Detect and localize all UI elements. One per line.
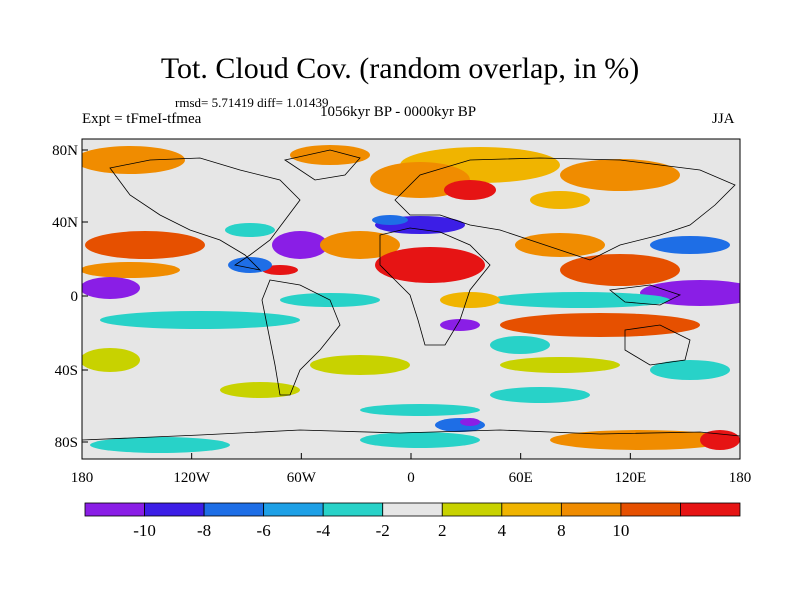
colorbar-label: -8	[197, 521, 211, 540]
colorbar-swatch	[144, 502, 205, 517]
africa-outline	[379, 227, 491, 346]
greenland-outline	[283, 149, 361, 181]
map-field	[82, 139, 740, 459]
lat-tick-label: 40S	[55, 363, 78, 379]
eurasia-outline	[394, 157, 736, 261]
colorbar-swatch	[560, 502, 622, 517]
colorbar: -10 -8 -6 -4 -2 2 4 8 10	[84, 502, 741, 540]
lon-tick-label: 60E	[509, 470, 533, 486]
lon-tick-label: 180	[729, 470, 752, 486]
lon-tick-label: 0	[407, 470, 415, 486]
colorbar-swatch	[203, 502, 265, 517]
colorbar-swatch	[382, 502, 443, 517]
colorbar-label: -4	[316, 521, 331, 540]
maritime-continent-outline	[609, 284, 682, 306]
antarctica-outline	[82, 429, 740, 441]
lon-tick-label: 180	[71, 470, 94, 486]
period-label: 1056kyr BP - 0000kyr BP	[320, 104, 477, 120]
colorbar-swatch	[263, 502, 324, 517]
experiment-label: Expt = tFmeI-tfmea	[82, 111, 202, 127]
colorbar-label: 4	[498, 521, 507, 540]
colorbar-label: -10	[133, 521, 156, 540]
colorbar-swatch	[441, 502, 503, 517]
colorbar-swatch	[620, 502, 681, 517]
lat-tick-label: 0	[71, 289, 79, 305]
longitude-axis: 180 120W 60W 0 60E 120E 180	[71, 453, 752, 486]
lat-tick-label: 40N	[52, 215, 78, 231]
lon-tick-label: 120E	[614, 470, 646, 486]
season-label: JJA	[712, 111, 735, 127]
south-america-outline	[261, 279, 341, 396]
north-america-outline	[109, 157, 301, 271]
stats-text: rmsd= 5.71419 diff= 1.01439	[175, 95, 329, 110]
lat-tick-label: 80N	[52, 143, 78, 159]
colorbar-swatch	[501, 502, 562, 517]
colorbar-label: 2	[438, 521, 447, 540]
colorbar-swatch	[84, 502, 145, 517]
colorbar-label: -2	[376, 521, 390, 540]
anomaly-field	[82, 145, 740, 453]
coastlines	[82, 149, 740, 441]
australia-outline	[624, 324, 691, 366]
colorbar-label: 8	[557, 521, 566, 540]
lon-tick-label: 120W	[173, 470, 211, 486]
colorbar-swatch	[680, 502, 741, 517]
figure-title: Tot. Cloud Cov. (random overlap, in %)	[160, 52, 640, 85]
lat-tick-label: 80S	[55, 435, 78, 451]
colorbar-label: -6	[257, 521, 271, 540]
latitude-axis: 80N 40N 0 40S 80S	[52, 143, 88, 451]
lon-tick-label: 60W	[287, 470, 317, 486]
colorbar-label: 10	[612, 521, 629, 540]
colorbar-swatch	[322, 502, 384, 517]
